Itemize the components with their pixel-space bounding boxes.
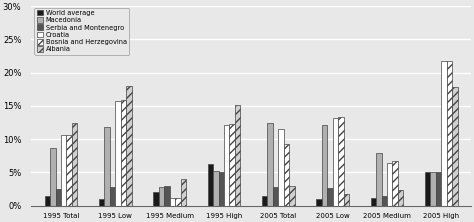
- Bar: [235, 105, 240, 206]
- Bar: [436, 172, 441, 206]
- Bar: [452, 87, 457, 206]
- Bar: [392, 161, 398, 206]
- Bar: [50, 148, 55, 206]
- Bar: [55, 189, 61, 206]
- Bar: [398, 190, 403, 206]
- Bar: [45, 196, 50, 206]
- Bar: [382, 196, 387, 206]
- Bar: [284, 145, 289, 206]
- Bar: [104, 127, 110, 206]
- Bar: [316, 199, 322, 206]
- Bar: [262, 196, 267, 206]
- Bar: [110, 187, 115, 206]
- Bar: [430, 172, 436, 206]
- Bar: [333, 118, 338, 206]
- Bar: [181, 179, 186, 206]
- Bar: [72, 123, 77, 206]
- Bar: [344, 194, 349, 206]
- Bar: [99, 199, 104, 206]
- Bar: [219, 172, 224, 206]
- Bar: [208, 165, 213, 206]
- Bar: [229, 124, 235, 206]
- Bar: [338, 117, 344, 206]
- Bar: [322, 125, 327, 206]
- Bar: [447, 61, 452, 206]
- Bar: [387, 163, 392, 206]
- Bar: [425, 172, 430, 206]
- Bar: [115, 101, 121, 206]
- Bar: [170, 198, 175, 206]
- Bar: [175, 198, 181, 206]
- Bar: [164, 186, 170, 206]
- Bar: [61, 135, 66, 206]
- Bar: [121, 100, 126, 206]
- Bar: [371, 198, 376, 206]
- Bar: [273, 187, 278, 206]
- Bar: [213, 171, 219, 206]
- Bar: [289, 186, 295, 206]
- Bar: [441, 61, 447, 206]
- Legend: World average, Macedonia, Serbia and Montenegro, Croatia, Bosnia and Herzegovina: World average, Macedonia, Serbia and Mon…: [35, 8, 129, 55]
- Bar: [126, 86, 132, 206]
- Bar: [159, 187, 164, 206]
- Bar: [154, 192, 159, 206]
- Bar: [376, 153, 382, 206]
- Bar: [66, 135, 72, 206]
- Bar: [224, 125, 229, 206]
- Bar: [327, 188, 333, 206]
- Bar: [278, 129, 284, 206]
- Bar: [267, 123, 273, 206]
